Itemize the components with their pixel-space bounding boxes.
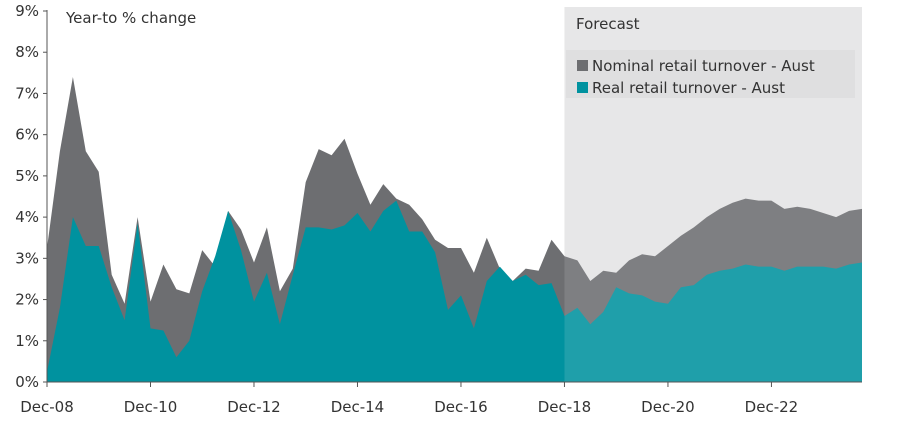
y-tick-label: 7% — [15, 84, 39, 102]
x-tick-label: Dec-18 — [538, 398, 592, 416]
y-tick-label: 3% — [15, 249, 39, 267]
y-tick-label: 2% — [15, 291, 39, 309]
legend-box — [566, 50, 855, 98]
y-axis-title: Year-to % change — [65, 9, 196, 27]
x-tick-label: Dec-08 — [20, 398, 74, 416]
y-tick-label: 1% — [15, 332, 39, 350]
x-tick-label: Dec-20 — [641, 398, 695, 416]
legend-swatch-nominal — [577, 60, 588, 71]
series-area-real — [47, 200, 862, 382]
y-tick-label: 0% — [15, 373, 39, 391]
x-tick-label: Dec-22 — [745, 398, 799, 416]
legend: Nominal retail turnover - Aust Real reta… — [566, 50, 855, 98]
forecast-label: Forecast — [576, 15, 640, 33]
y-tick-label: 9% — [15, 2, 39, 20]
legend-label-real: Real retail turnover - Aust — [592, 79, 785, 97]
x-tick-label: Dec-12 — [227, 398, 281, 416]
x-tick-label: Dec-16 — [434, 398, 488, 416]
y-tick-label: 8% — [15, 43, 39, 61]
x-tick-label: Dec-10 — [124, 398, 178, 416]
y-tick-label: 5% — [15, 167, 39, 185]
y-tick-label: 4% — [15, 208, 39, 226]
y-tick-label: 6% — [15, 126, 39, 144]
legend-swatch-real — [577, 82, 588, 93]
legend-label-nominal: Nominal retail turnover - Aust — [592, 57, 815, 75]
x-tick-label: Dec-14 — [331, 398, 385, 416]
axes: 0% 1% 2% 3% 4% 5% 6% 7% 8% 9% Dec-08 Dec-10 Dec-12 De… — [15, 2, 862, 416]
